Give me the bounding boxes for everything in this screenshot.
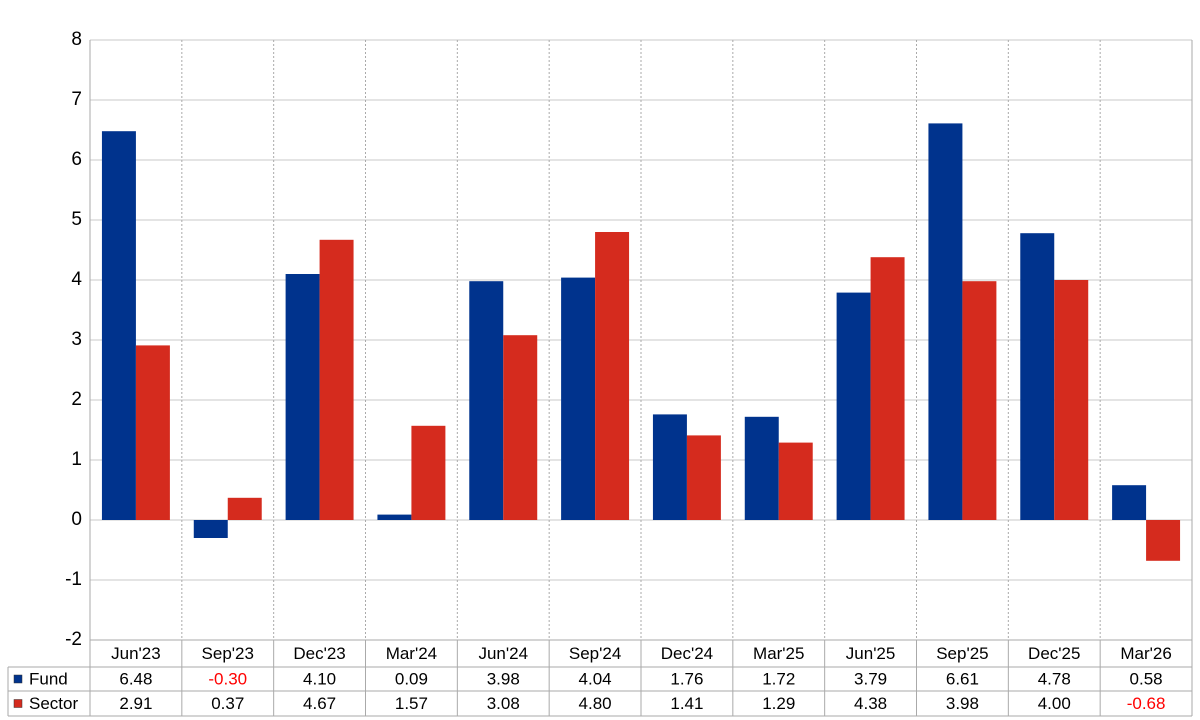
table-value: 1.72 bbox=[762, 669, 795, 688]
legend-label: Fund bbox=[29, 669, 68, 688]
y-tick-label: -1 bbox=[65, 569, 82, 590]
y-tick-label: 0 bbox=[71, 509, 82, 530]
bar bbox=[870, 257, 905, 520]
bar bbox=[686, 435, 721, 520]
bar bbox=[1020, 233, 1055, 520]
bar bbox=[928, 123, 963, 521]
table-value: 4.00 bbox=[1038, 694, 1071, 713]
table-value: 0.58 bbox=[1130, 669, 1163, 688]
table-value: 4.38 bbox=[854, 694, 887, 713]
bar bbox=[652, 414, 687, 520]
x-tick-label: Jun'23 bbox=[111, 644, 161, 663]
bar bbox=[319, 239, 354, 521]
table-value: 4.10 bbox=[303, 669, 336, 688]
table-value: 3.98 bbox=[487, 669, 520, 688]
legend-label: Sector bbox=[29, 694, 78, 713]
table-value: -0.68 bbox=[1127, 694, 1166, 713]
y-tick-label: 8 bbox=[71, 29, 82, 50]
table-value: 0.09 bbox=[395, 669, 428, 688]
x-tick-label: Dec'25 bbox=[1028, 644, 1080, 663]
bar bbox=[744, 416, 779, 520]
table-value: 1.57 bbox=[395, 694, 428, 713]
table-value: 1.76 bbox=[670, 669, 703, 688]
table-value: 4.67 bbox=[303, 694, 336, 713]
y-tick-label: 7 bbox=[71, 89, 82, 110]
table-value: -0.30 bbox=[208, 669, 247, 688]
table-value: 3.79 bbox=[854, 669, 887, 688]
y-tick-label: 3 bbox=[71, 329, 82, 350]
y-tick-label: 5 bbox=[71, 209, 82, 230]
table-value: 4.04 bbox=[579, 669, 612, 688]
table-value: 4.78 bbox=[1038, 669, 1071, 688]
bar bbox=[561, 277, 596, 520]
legend-swatch bbox=[13, 674, 23, 684]
table-value: 1.29 bbox=[762, 694, 795, 713]
y-tick-label: 2 bbox=[71, 389, 82, 410]
bar bbox=[285, 274, 320, 520]
x-tick-label: Sep'24 bbox=[569, 644, 621, 663]
x-tick-label: Mar'25 bbox=[753, 644, 804, 663]
bar bbox=[836, 292, 871, 520]
y-tick-label: -2 bbox=[65, 629, 82, 650]
x-tick-label: Mar'26 bbox=[1120, 644, 1171, 663]
table-value: 6.61 bbox=[946, 669, 979, 688]
table-value: 3.08 bbox=[487, 694, 520, 713]
bar bbox=[377, 514, 412, 520]
bar bbox=[101, 131, 136, 520]
x-tick-label: Jun'25 bbox=[846, 644, 896, 663]
table-value: 1.41 bbox=[670, 694, 703, 713]
bar bbox=[193, 520, 228, 538]
bar bbox=[411, 425, 446, 520]
bar bbox=[469, 281, 504, 520]
x-tick-label: Sep'25 bbox=[936, 644, 988, 663]
bar bbox=[1146, 520, 1181, 561]
table-value: 0.37 bbox=[211, 694, 244, 713]
y-tick-label: 6 bbox=[71, 149, 82, 170]
x-tick-label: Dec'24 bbox=[661, 644, 713, 663]
x-tick-label: Dec'23 bbox=[293, 644, 345, 663]
table-value: 4.80 bbox=[579, 694, 612, 713]
table-value: 2.91 bbox=[119, 694, 152, 713]
bar bbox=[1054, 280, 1089, 520]
table-value: 6.48 bbox=[119, 669, 152, 688]
x-tick-label: Sep'23 bbox=[202, 644, 254, 663]
bar bbox=[503, 335, 538, 520]
x-tick-label: Mar'24 bbox=[386, 644, 437, 663]
bar bbox=[962, 281, 997, 520]
table-value: 3.98 bbox=[946, 694, 979, 713]
x-tick-label: Jun'24 bbox=[478, 644, 528, 663]
bar bbox=[778, 442, 813, 520]
bar bbox=[595, 232, 630, 520]
bar bbox=[1112, 485, 1147, 520]
legend-swatch bbox=[13, 699, 23, 708]
y-tick-label: 4 bbox=[71, 269, 82, 290]
bar bbox=[135, 345, 170, 520]
bar bbox=[227, 497, 262, 520]
y-tick-label: 1 bbox=[71, 449, 82, 470]
